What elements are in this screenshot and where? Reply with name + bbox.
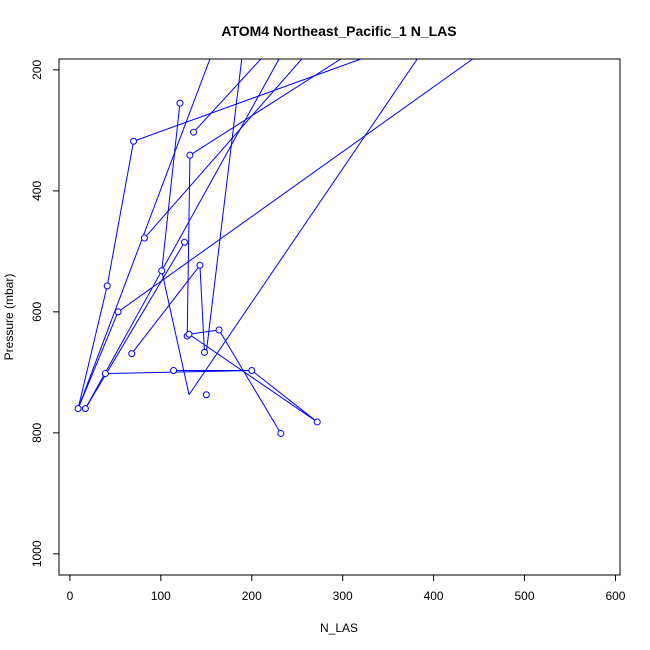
y-tick-label: 600 <box>30 302 44 322</box>
series-line-segment <box>117 59 473 313</box>
series-line-segment <box>251 370 318 423</box>
series-line-segment <box>218 329 282 434</box>
x-axis: 0 100 200 300 400 500 600 <box>67 574 626 603</box>
data-point <box>114 308 122 316</box>
data-point <box>196 261 204 269</box>
series-line-segment <box>106 141 135 286</box>
series-line-segment <box>84 242 185 409</box>
series-line-segment <box>205 59 243 353</box>
y-tick-label: 800 <box>30 423 44 443</box>
y-tick-label: 1000 <box>30 540 44 567</box>
data-point <box>101 370 109 378</box>
data-point <box>140 234 148 242</box>
x-tick-label: 300 <box>333 589 353 603</box>
x-tick-label: 600 <box>605 589 625 603</box>
x-tick-label: 100 <box>151 589 171 603</box>
series-line-segment <box>133 59 362 142</box>
series-line-segment <box>77 59 211 409</box>
series-line-segment <box>77 285 108 409</box>
data-point <box>313 418 321 426</box>
series-line-segment <box>161 270 190 395</box>
series-line-segment <box>199 265 205 353</box>
data-point <box>180 238 188 246</box>
data-point <box>176 99 184 107</box>
series-line-segment <box>105 370 252 375</box>
data-point <box>128 350 136 358</box>
chart-title: ATOM4 Northeast_Pacific_1 N_LAS <box>221 23 456 39</box>
data-point <box>103 282 111 290</box>
series-line-segment <box>188 329 220 335</box>
data-point <box>158 267 166 275</box>
y-axis: 200 400 600 800 1000 <box>30 60 60 567</box>
series-line-segment <box>188 59 418 396</box>
data-point <box>81 405 89 413</box>
data-point <box>202 391 210 399</box>
series-line-segment <box>188 333 318 423</box>
series-line-segment <box>77 311 119 409</box>
series-line-segment <box>186 155 191 337</box>
series-lines <box>77 59 473 434</box>
series-line-segment <box>193 59 262 133</box>
y-tick-label: 400 <box>30 181 44 201</box>
series-line-segment <box>189 59 342 156</box>
x-tick-label: 400 <box>424 589 444 603</box>
series-line-segment <box>131 264 201 354</box>
y-tick-label: 200 <box>30 60 44 80</box>
data-point <box>190 128 198 136</box>
data-point <box>248 367 256 375</box>
data-point <box>170 367 178 375</box>
data-point <box>130 137 138 145</box>
data-point <box>186 151 194 159</box>
x-tick-label: 200 <box>242 589 262 603</box>
data-point <box>277 429 285 437</box>
data-point <box>215 326 223 334</box>
plot-frame <box>58 58 621 576</box>
x-tick-label: 0 <box>67 589 74 603</box>
x-tick-label: 500 <box>515 589 535 603</box>
series-line-segment <box>144 59 303 239</box>
y-axis-label: Pressure (mbar) <box>2 274 16 361</box>
data-point <box>200 348 208 356</box>
x-axis-label: N_LAS <box>320 621 358 635</box>
data-point <box>74 405 82 413</box>
series-points <box>74 99 321 437</box>
data-point <box>185 330 193 338</box>
series-line-segment <box>161 103 181 271</box>
series-line-segment <box>84 59 280 409</box>
